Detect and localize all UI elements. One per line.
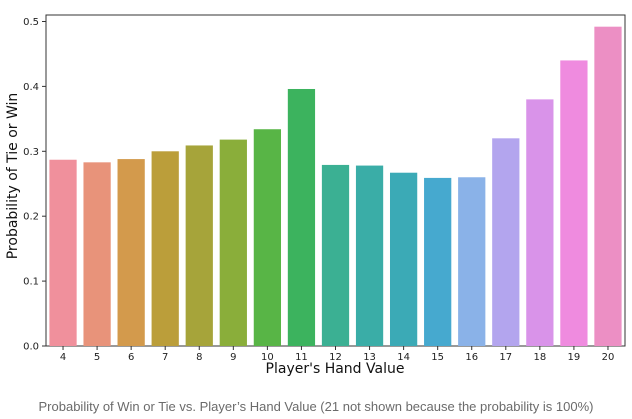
bar-20 — [594, 26, 622, 347]
bar-7 — [151, 151, 179, 346]
x-axis-ticks: 4 5 6 7 8 9 10 11 12 13 14 15 16 17 18 19 20 — [60, 346, 614, 363]
x-axis-label: Player's Hand Value — [266, 361, 405, 377]
y-tick-label: 0.0 — [23, 342, 39, 353]
y-axis-ticks: 0.0 0.1 0.2 0.3 0.4 0.5 — [23, 17, 46, 353]
x-tick-label: 14 — [397, 352, 410, 363]
x-tick-label: 17 — [499, 352, 512, 363]
bar-16 — [458, 177, 486, 346]
bar-12 — [321, 164, 350, 346]
bar-chart: 4 5 6 7 8 9 10 11 12 13 14 15 16 17 18 19 20 0.00.10.20.… — [5, 14, 626, 377]
figure-caption: Probability of Win or Tie vs. Player’s H… — [38, 399, 594, 414]
y-axis-label: Probability of Tie or Win — [5, 93, 21, 260]
y-tick-label: 0.2 — [23, 212, 39, 223]
x-tick-label: 8 — [196, 352, 202, 363]
bar-18 — [526, 99, 554, 346]
x-tick-label: 5 — [94, 352, 100, 363]
x-tick-label: 11 — [295, 352, 308, 363]
bar-8 — [185, 145, 213, 346]
x-tick-label: 7 — [162, 352, 168, 363]
bar-4 — [49, 159, 77, 346]
x-tick-label: 19 — [568, 352, 581, 363]
x-tick-label: 20 — [602, 352, 615, 363]
x-tick-label: 16 — [465, 352, 478, 363]
x-tick-label: 13 — [363, 352, 376, 363]
y-tick-label: 0.3 — [23, 147, 39, 158]
x-tick-label: 9 — [230, 352, 236, 363]
bar-6 — [117, 159, 145, 346]
y-tick-label: 0.1 — [23, 277, 39, 288]
x-tick-label: 18 — [533, 352, 546, 363]
x-tick-label: 12 — [329, 352, 342, 363]
x-tick-label: 6 — [128, 352, 134, 363]
bar-10 — [253, 129, 282, 346]
bar-9 — [219, 139, 247, 346]
y-tick-label: 0.5 — [23, 17, 39, 28]
bar-13 — [355, 165, 384, 346]
bar-15 — [424, 177, 452, 346]
bar-17 — [492, 138, 520, 346]
y-tick-label: 0.4 — [23, 82, 39, 93]
x-tick-label: 10 — [261, 352, 274, 363]
bar-5 — [83, 162, 111, 346]
bar-11 — [287, 88, 316, 347]
bars-group — [49, 26, 622, 347]
bar-19 — [560, 60, 588, 347]
x-tick-label: 15 — [431, 352, 444, 363]
bar-14 — [389, 172, 418, 346]
x-tick-label: 4 — [60, 352, 66, 363]
